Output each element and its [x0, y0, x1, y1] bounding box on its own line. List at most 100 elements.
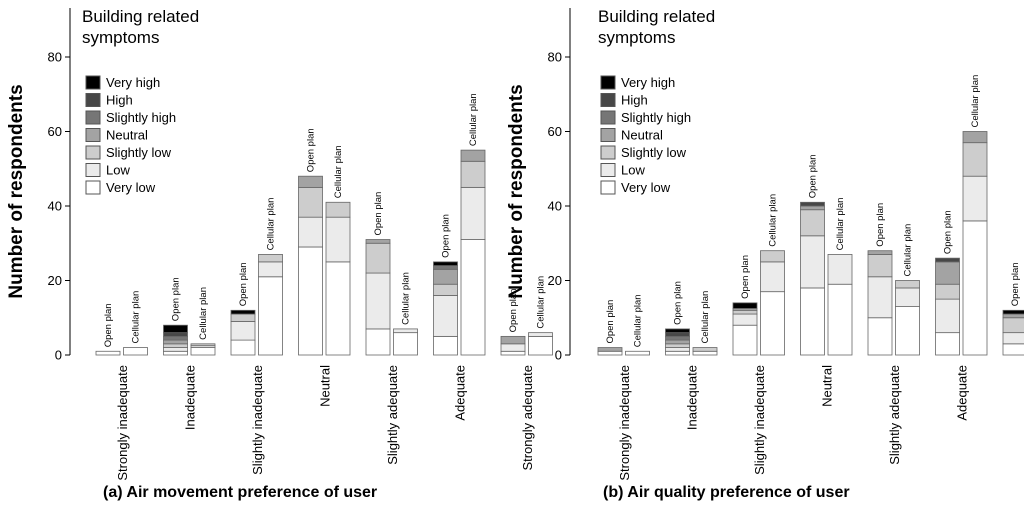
bar-adequate-cellular-plan: Cellular plan: [962, 75, 988, 356]
bar-neutral-cellular-plan: Cellular plan: [325, 145, 351, 356]
bar-segment-very-high: [433, 261, 458, 266]
bar-segment-neutral: [365, 239, 391, 244]
legend-swatch: [85, 128, 101, 142]
bar-label: Open plan: [238, 262, 249, 306]
bar-segment-slightly-low: [867, 254, 893, 278]
bar-label: Open plan: [740, 255, 751, 299]
bar-label: Open plan: [103, 303, 114, 347]
bar-segment-low: [325, 216, 351, 263]
bar-segment-very-low: [95, 350, 121, 356]
y-tick-label: 60: [548, 124, 562, 139]
category-label-slightly-adequate: Slightly adequate: [385, 365, 400, 465]
legend-label: Very high: [621, 75, 675, 90]
bar-inadequate-open-plan: Open plan: [665, 281, 690, 356]
y-tick-label: 80: [548, 50, 562, 65]
bar-segment-neutral: [433, 268, 458, 285]
bar-strongly-inadequate-open-plan: Open plan: [597, 300, 623, 356]
bar-segment-slightly-low: [732, 309, 758, 315]
bar-segment-neutral: [298, 175, 323, 188]
bar-segment-low: [760, 261, 785, 293]
category-label-adequate: Adequate: [452, 365, 467, 421]
bar-slightly-adequate-open-plan: Open plan: [365, 192, 391, 356]
legend-label: High: [106, 93, 133, 108]
bar-label: Open plan: [605, 300, 616, 344]
category-label-strongly-inadequate: Strongly inadequate: [115, 365, 130, 481]
bar-strongly-adequate-open-plan: Open plan: [1002, 262, 1024, 356]
legend-label: Neutral: [106, 128, 148, 143]
bar-segment-slightly-low: [665, 343, 690, 348]
y-tick-label: 80: [48, 50, 62, 65]
bar-neutral-open-plan: Open plan: [800, 154, 825, 356]
legend-item-neutral: Neutral: [85, 128, 148, 143]
bar-segment-neutral: [500, 335, 526, 345]
bar-label: Open plan: [171, 277, 182, 321]
bar-segment-slightly-low: [895, 280, 920, 289]
bar-segment-slightly-low: [433, 283, 458, 296]
legend-item-slightly-low: Slightly low: [85, 145, 172, 160]
bar-segment-low: [935, 298, 960, 334]
bar-segment-very-low: [163, 350, 188, 356]
bar-segment-neutral: [935, 261, 960, 285]
legend: Very high High Slightly high Neutral Slightl…: [85, 75, 176, 195]
bar-label: Cellular plan: [700, 291, 711, 344]
bar-segment-neutral: [163, 339, 188, 345]
bar-segment-low: [258, 261, 283, 278]
bar-segment-very-low: [190, 347, 216, 356]
bar-segment-very-high: [1002, 309, 1024, 315]
category-label-strongly-adequate: Strongly adequate: [1022, 365, 1024, 471]
bar-segment-neutral: [1002, 313, 1024, 319]
y-tick-label: 60: [48, 124, 62, 139]
bar-segment-low: [867, 276, 893, 319]
bar-segment-neutral: [460, 149, 486, 162]
bar-segment-slightly-low: [298, 186, 323, 218]
bar-label: Open plan: [1010, 262, 1021, 306]
bar-segment-very-low: [433, 335, 458, 356]
legend-swatch: [85, 145, 101, 160]
bar-label: Cellular plan: [768, 194, 779, 247]
bar-segment-slightly-low: [190, 343, 216, 347]
chart-title: Building related symptoms: [82, 7, 199, 47]
y-tick-label: 40: [48, 199, 62, 214]
legend-swatch: [85, 180, 101, 195]
bar-label: Cellular plan: [903, 224, 914, 277]
bar-segment-low: [827, 254, 853, 285]
bar-strongly-adequate-cellular-plan: Cellular plan: [528, 276, 553, 356]
category-label-strongly-inadequate: Strongly inadequate: [617, 365, 632, 481]
bar-label: Open plan: [943, 210, 954, 254]
bar-segment-very-low: [665, 350, 690, 356]
bar-inadequate-cellular-plan: Cellular plan: [692, 291, 718, 356]
bar-segment-very-low: [365, 328, 391, 356]
legend-label: Slightly low: [106, 145, 172, 160]
bar-segment-slightly-low: [692, 347, 718, 352]
bar-label: Cellular plan: [266, 198, 277, 251]
bar-segment-very-low: [1002, 343, 1024, 356]
legend-label: Very low: [621, 180, 671, 195]
bar-segment-high: [800, 201, 825, 207]
bar-segment-slightly-high: [665, 335, 690, 341]
legend-item-high: High: [85, 93, 133, 108]
bar-strongly-inadequate-cellular-plan: Cellular plan: [123, 291, 148, 356]
bar-segment-high: [935, 257, 960, 263]
bar-segment-very-low: [258, 276, 283, 356]
bar-label: Open plan: [373, 192, 384, 236]
bar-segment-neutral: [597, 347, 623, 352]
legend-swatch: [600, 180, 616, 195]
legend-label: Slightly low: [621, 145, 687, 160]
legend-item-slightly-low: Slightly low: [600, 145, 687, 160]
legend-swatch: [85, 75, 101, 90]
legend-swatch: [600, 128, 616, 142]
bar-label: Open plan: [673, 281, 684, 325]
bar-label: Cellular plan: [835, 198, 846, 251]
legend-label: High: [621, 93, 648, 108]
bar-label: Cellular plan: [131, 291, 142, 344]
bar-segment-low: [732, 313, 758, 326]
y-tick-label: 0: [555, 348, 562, 363]
bar-slightly-inadequate-cellular-plan: Cellular plan: [258, 198, 283, 356]
legend-swatch: [85, 110, 101, 125]
category-label-neutral: Neutral: [317, 365, 332, 407]
bar-segment-low: [665, 347, 690, 352]
bar-segment-low: [163, 347, 188, 352]
bar-segment-very-low: [895, 306, 920, 356]
legend-swatch: [600, 145, 616, 160]
